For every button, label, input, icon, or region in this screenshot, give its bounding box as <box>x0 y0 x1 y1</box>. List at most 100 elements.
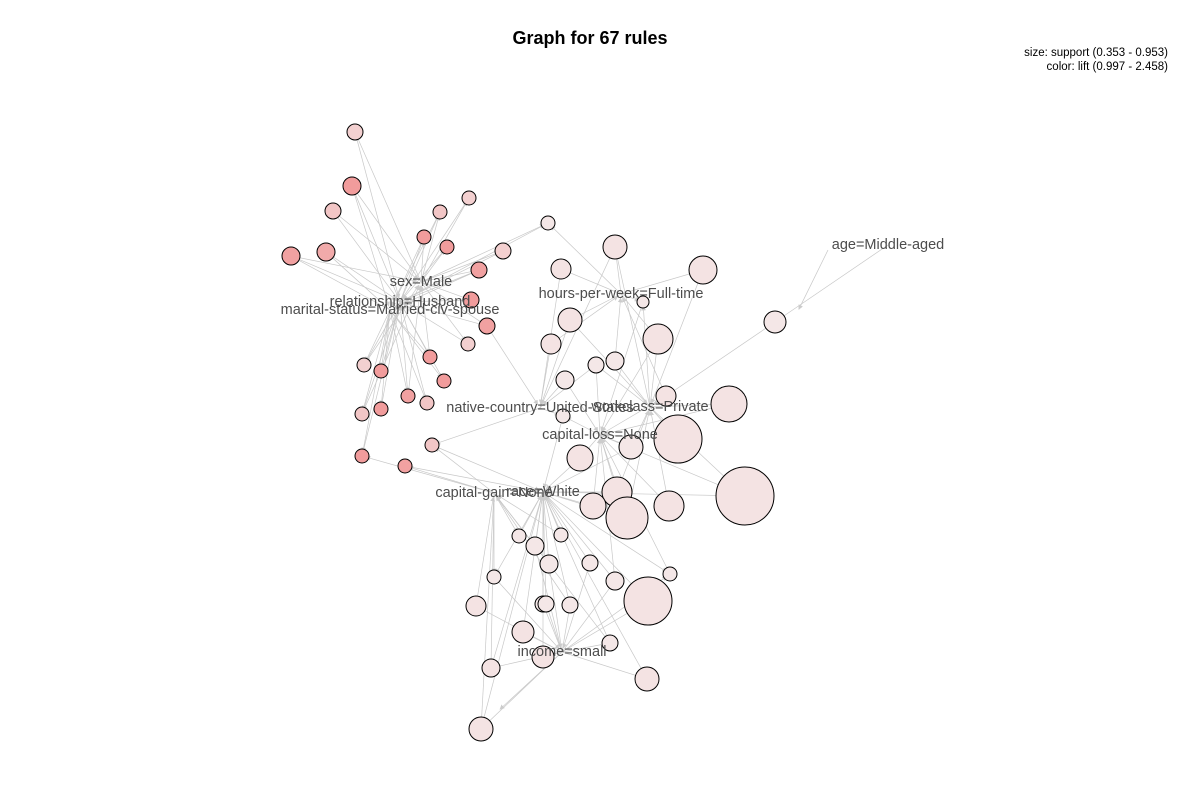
rule-edge-148 <box>542 491 668 573</box>
rule-node-1 <box>346 123 364 141</box>
rule-node-52 <box>539 554 559 574</box>
rule-node-60 <box>662 566 678 582</box>
rule-edge-104 <box>546 446 632 491</box>
rule-edge-38 <box>365 301 401 362</box>
rule-node-14 <box>478 317 496 335</box>
rule-edge-80 <box>539 347 552 409</box>
item-label-cls: capital-loss=None <box>542 427 658 443</box>
rule-node-13 <box>462 291 480 309</box>
legend-color: color: lift (0.997 - 2.458) <box>1046 61 1168 73</box>
item-label-cgn: capital-gain=None <box>435 485 552 501</box>
rule-edge-34 <box>486 325 539 406</box>
rule-node-30 <box>636 295 650 309</box>
rule-node-23 <box>419 395 435 411</box>
rule-edge-5 <box>335 213 401 303</box>
rule-edge-32 <box>420 281 485 325</box>
rule-edge-37 <box>365 309 391 362</box>
rule-edge-119 <box>546 489 746 497</box>
rule-edge-18 <box>399 240 424 303</box>
rule-edge-142 <box>561 583 613 653</box>
graph-title: Graph for 67 rules <box>512 28 668 48</box>
rule-edge-19 <box>391 236 425 307</box>
rule-node-7 <box>461 190 477 206</box>
legend-size: size: support (0.353 - 0.953) <box>1024 47 1168 59</box>
rule-node-17 <box>373 363 389 379</box>
rule-edge-84 <box>601 338 659 432</box>
rule-edge-31 <box>403 299 472 305</box>
rule-node-61 <box>511 620 535 644</box>
rule-edge-81 <box>550 296 619 345</box>
item-label-rel: relationship=Husband <box>330 294 471 310</box>
legend: size: support (0.353 - 0.953) color: lif… <box>1024 46 1168 74</box>
rule-edge-75 <box>777 244 889 321</box>
rule-edge-23 <box>399 270 476 303</box>
item-label-layer: age=Middle-aged hours-per-week=Full-time s… <box>281 237 945 660</box>
rule-node-16 <box>356 357 372 373</box>
rule-edge-10 <box>328 254 391 311</box>
rule-node-67 <box>537 595 555 613</box>
rule-edge-99 <box>542 415 564 489</box>
rule-edge-6 <box>332 210 419 280</box>
rule-node-46 <box>605 496 649 540</box>
rule-edge-71 <box>650 269 704 404</box>
rule-edge-59 <box>361 305 401 457</box>
rule-edge-146 <box>545 494 649 602</box>
rule-edge-27 <box>550 225 622 295</box>
rule-node-45 <box>579 492 607 520</box>
rule-edge-46 <box>401 305 445 382</box>
rule-node-5 <box>316 242 336 262</box>
rule-node-57 <box>465 595 487 617</box>
rule-edge-47 <box>389 309 409 393</box>
rule-node-28 <box>602 234 628 260</box>
rule-edge-128 <box>547 567 563 653</box>
rule-edge-159 <box>490 495 543 669</box>
item-label-inc: income=small <box>517 644 606 660</box>
rule-edge-28 <box>420 224 545 283</box>
rule-edge-78 <box>539 323 570 409</box>
rule-edge-3 <box>352 189 401 303</box>
rule-node-53 <box>581 554 599 572</box>
rule-node-34 <box>642 323 674 355</box>
rule-node-63 <box>531 645 555 669</box>
rule-edge-153 <box>542 491 609 640</box>
rule-edge-57 <box>365 455 495 494</box>
rule-node-40 <box>555 408 571 424</box>
rule-node-35 <box>605 351 625 371</box>
rule-edge-167 <box>798 249 829 310</box>
rule-node-48 <box>715 466 775 526</box>
rule-node-51 <box>553 527 569 543</box>
rule-edge-20 <box>420 249 445 283</box>
rule-node-9 <box>439 239 455 255</box>
rule-edge-62 <box>434 447 495 494</box>
rule-edge-17 <box>420 240 426 283</box>
rule-node-10 <box>470 261 488 279</box>
item-label-sex: sex=Male <box>390 274 452 290</box>
rule-node-20 <box>400 388 416 404</box>
rule-edge-36 <box>402 303 469 345</box>
rule-node-47 <box>653 490 685 522</box>
rule-node-58 <box>605 571 625 591</box>
rule-edge-25 <box>420 251 500 283</box>
rule-node-layer <box>281 123 787 742</box>
rule-edge-54 <box>361 285 420 415</box>
rule-node-18 <box>422 349 438 365</box>
rule-node-56 <box>561 596 579 614</box>
rule-edge-91 <box>564 379 599 433</box>
item-label-nat: native-country=United-States <box>446 400 633 416</box>
rule-edge-1 <box>354 131 401 299</box>
rule-node-38 <box>655 385 677 407</box>
rule-node-25 <box>397 458 413 474</box>
rule-edge-135 <box>543 607 563 653</box>
rule-edge-61 <box>404 465 540 493</box>
rule-edge-50 <box>379 309 391 406</box>
rule-edge-63 <box>435 407 541 445</box>
rule-edge-0 <box>356 135 422 283</box>
rule-node-64 <box>481 658 501 678</box>
rule-edge-85 <box>617 363 651 408</box>
rule-node-36 <box>587 356 605 374</box>
rule-edge-35 <box>420 281 466 342</box>
rule-node-15 <box>460 336 476 352</box>
rule-edge-126 <box>496 494 562 536</box>
rule-edge-161 <box>544 495 648 680</box>
rule-edge-29 <box>403 222 549 301</box>
